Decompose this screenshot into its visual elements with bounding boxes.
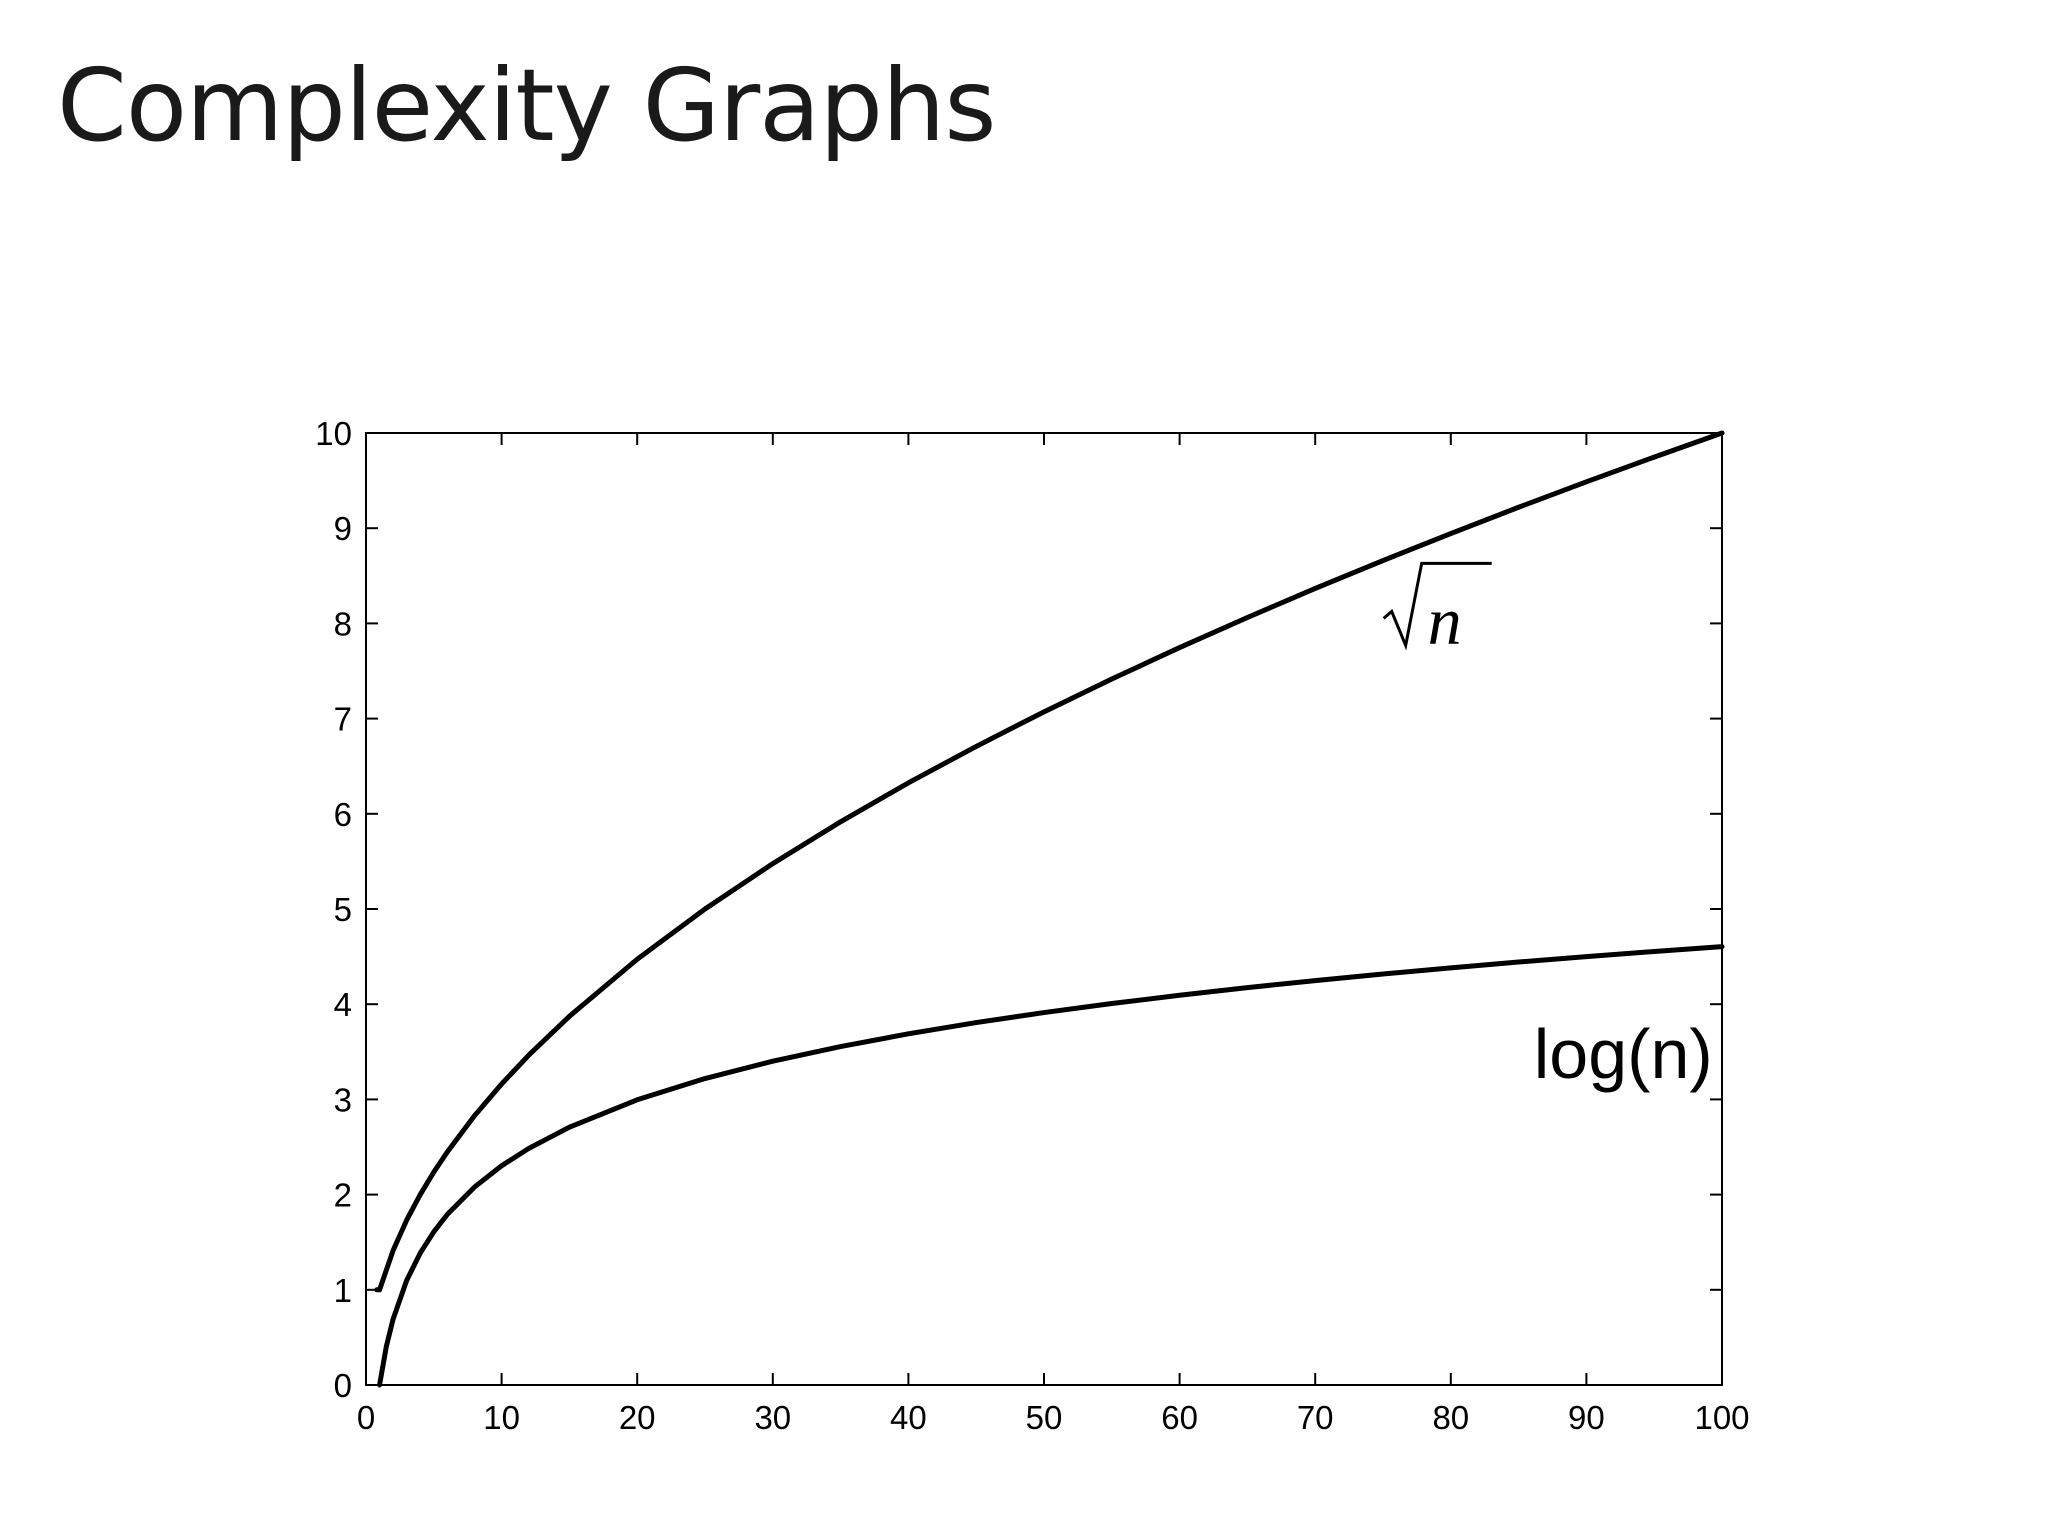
x-tick-label: 60 — [1161, 1399, 1198, 1436]
sqrt-n-label: n — [1382, 561, 1492, 658]
x-tick-label: 0 — [357, 1399, 375, 1436]
x-tick-label: 80 — [1432, 1399, 1469, 1436]
x-tick-label: 50 — [1026, 1399, 1063, 1436]
slide-title: Complexity Graphs — [57, 47, 996, 164]
y-tick-label: 2 — [334, 1177, 352, 1214]
y-tick-label: 6 — [334, 796, 352, 833]
y-tick-label: 4 — [334, 986, 352, 1023]
y-tick-label: 9 — [334, 510, 352, 547]
x-tick-label: 10 — [483, 1399, 520, 1436]
x-tick-label: 40 — [890, 1399, 927, 1436]
y-tick-label: 10 — [315, 415, 352, 452]
y-tick-label: 7 — [334, 701, 352, 738]
x-tick-label: 70 — [1297, 1399, 1334, 1436]
y-tick-label: 3 — [334, 1081, 352, 1118]
y-tick-label: 8 — [334, 605, 352, 642]
x-tick-label: 100 — [1694, 1399, 1749, 1436]
log-n-label: log(n) — [1534, 1015, 1713, 1093]
x-tick-label: 20 — [619, 1399, 656, 1436]
radical-sign — [1382, 561, 1492, 651]
sqrt-n-curve — [374, 430, 1725, 1293]
chart-series — [374, 430, 1725, 1388]
x-tick-label: 30 — [754, 1399, 791, 1436]
x-tick-label: 90 — [1568, 1399, 1605, 1436]
y-tick-label: 5 — [334, 891, 352, 928]
chart-axes — [365, 432, 1723, 1386]
y-tick-label: 1 — [334, 1272, 352, 1309]
sqrt-n-variable: n — [1428, 582, 1462, 658]
y-tick-label: 0 — [334, 1367, 352, 1404]
log-n-curve — [377, 944, 1725, 1388]
chart-series-labels: n log(n) — [1382, 561, 1713, 1093]
chart-ticks: 0 10 20 30 40 50 60 70 80 90 100 0 1 2 3 4 5 6 7 8 9 10 — [315, 415, 1749, 1436]
plot-frame — [365, 432, 1723, 1386]
